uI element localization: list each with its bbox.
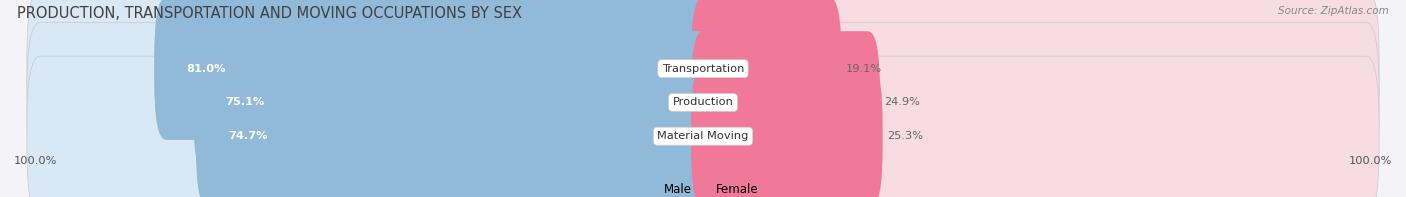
- Text: 100.0%: 100.0%: [14, 155, 58, 165]
- FancyBboxPatch shape: [195, 65, 714, 197]
- Text: 19.1%: 19.1%: [846, 64, 883, 74]
- Text: 24.9%: 24.9%: [884, 98, 921, 107]
- FancyBboxPatch shape: [692, 65, 883, 197]
- Text: 75.1%: 75.1%: [225, 98, 264, 107]
- FancyBboxPatch shape: [193, 31, 714, 174]
- Text: 100.0%: 100.0%: [1348, 155, 1392, 165]
- FancyBboxPatch shape: [27, 22, 716, 182]
- FancyBboxPatch shape: [692, 0, 842, 140]
- FancyBboxPatch shape: [690, 22, 1379, 182]
- Text: Transportation: Transportation: [662, 64, 744, 74]
- FancyBboxPatch shape: [27, 56, 716, 197]
- FancyBboxPatch shape: [27, 0, 716, 149]
- Text: 81.0%: 81.0%: [186, 64, 225, 74]
- FancyBboxPatch shape: [690, 56, 1379, 197]
- FancyBboxPatch shape: [692, 31, 880, 174]
- Legend: Male, Female: Male, Female: [643, 178, 763, 197]
- FancyBboxPatch shape: [690, 0, 1379, 149]
- FancyBboxPatch shape: [155, 0, 714, 140]
- Text: 25.3%: 25.3%: [887, 131, 924, 141]
- Text: Production: Production: [672, 98, 734, 107]
- Text: Material Moving: Material Moving: [658, 131, 748, 141]
- Text: Source: ZipAtlas.com: Source: ZipAtlas.com: [1278, 6, 1389, 16]
- Text: 74.7%: 74.7%: [228, 131, 267, 141]
- Text: PRODUCTION, TRANSPORTATION AND MOVING OCCUPATIONS BY SEX: PRODUCTION, TRANSPORTATION AND MOVING OC…: [17, 6, 522, 21]
